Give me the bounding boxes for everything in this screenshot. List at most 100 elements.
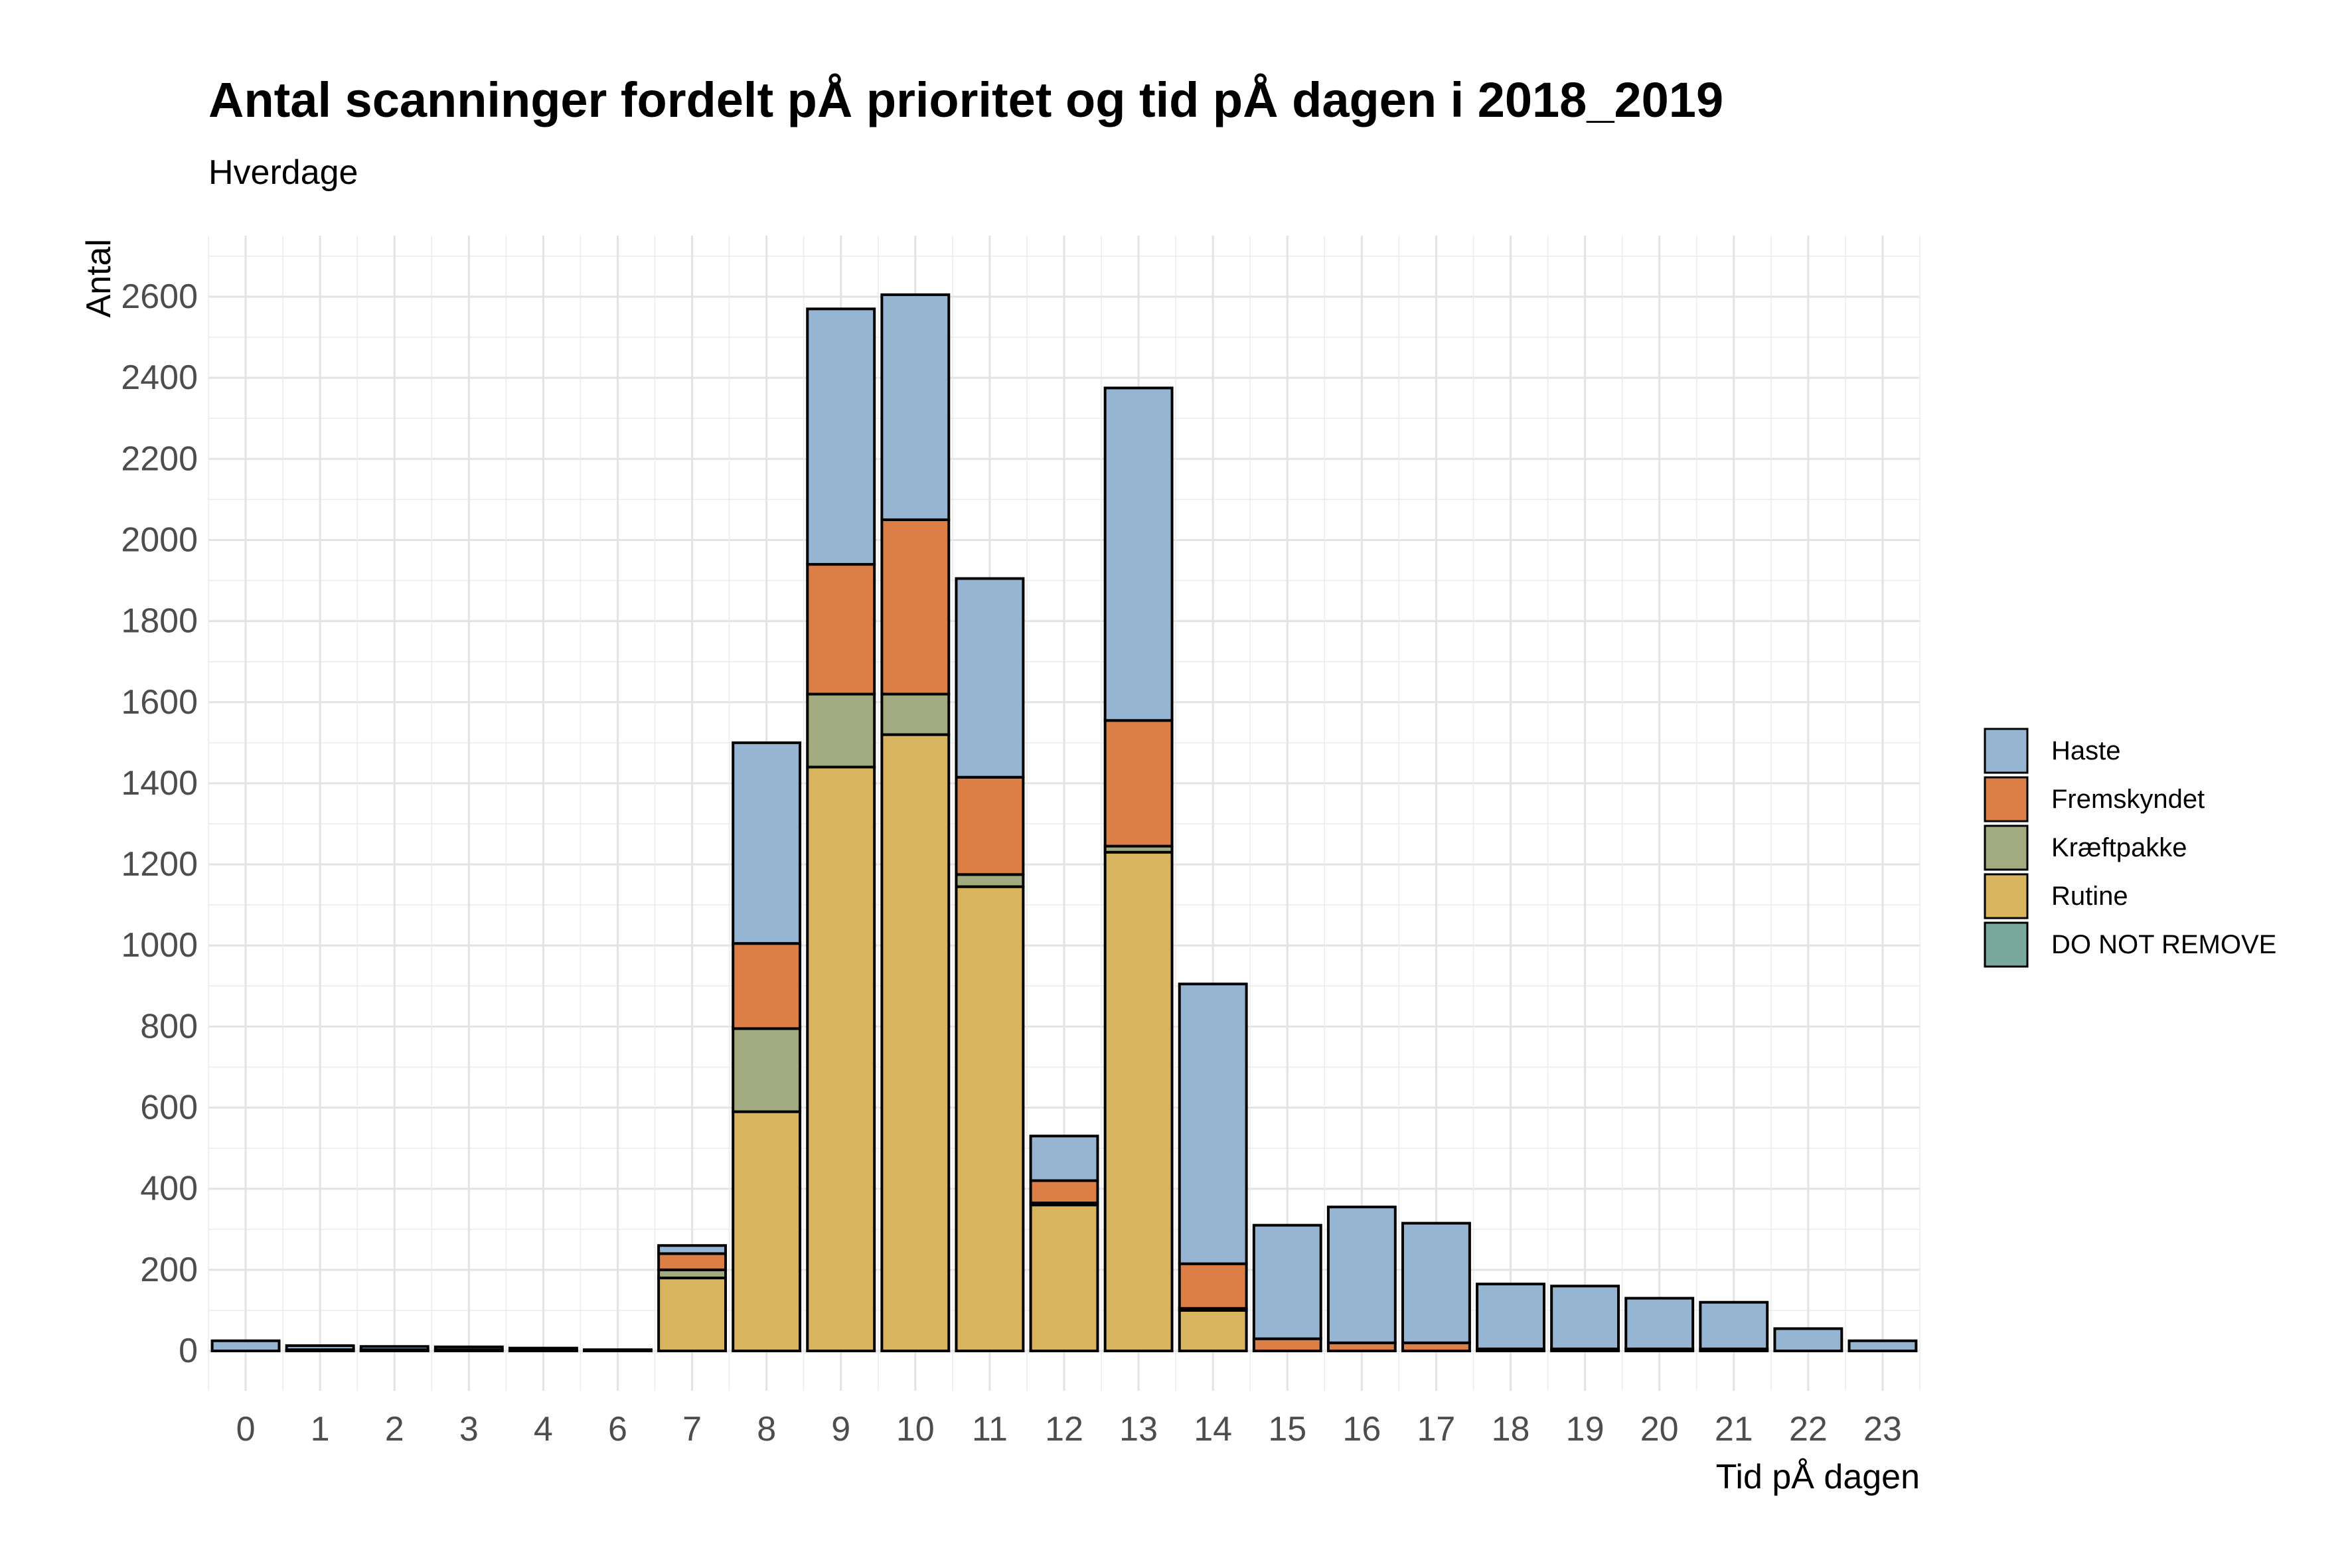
- bar-haste-6: [583, 1348, 653, 1353]
- bar-rutine-13: [1103, 850, 1174, 1353]
- x-tick-label: 7: [682, 1410, 702, 1449]
- bar-fremskyndet-9: [806, 563, 876, 696]
- y-tick-label: 2600: [121, 277, 198, 316]
- legend-label-do-not-remove: DO NOT REMOVE: [2051, 930, 2276, 959]
- bar-haste-23: [1847, 1339, 1918, 1352]
- grid-layer: [208, 236, 1921, 1391]
- bar-fremskyndet-12: [1029, 1179, 1099, 1205]
- axis-layer: 0200400600800100012001400160018002000220…: [80, 239, 1920, 1496]
- bar-fremskyndet-7: [657, 1252, 728, 1271]
- x-tick-label: 16: [1342, 1410, 1381, 1449]
- bar-haste-14: [1178, 982, 1248, 1265]
- bar-haste-22: [1773, 1327, 1843, 1353]
- y-tick-label: 1600: [121, 683, 198, 722]
- y-tick-label: 0: [179, 1332, 198, 1370]
- bar-fremskyndet-15: [1252, 1337, 1322, 1352]
- x-tick-label: 11: [972, 1410, 1008, 1449]
- bar-haste-20: [1624, 1296, 1695, 1350]
- bar-haste-12: [1029, 1135, 1099, 1182]
- x-tick-label: 10: [896, 1410, 935, 1449]
- bar-haste-1: [285, 1344, 355, 1352]
- bar-rutine-14: [1178, 1308, 1248, 1353]
- x-tick-label: 1: [311, 1410, 330, 1449]
- y-tick-label: 200: [140, 1251, 198, 1289]
- bar-fremskyndet-10: [880, 518, 951, 696]
- y-tick-label: 1800: [121, 602, 198, 641]
- bar-haste-18: [1476, 1283, 1545, 1350]
- bar-kr-ftpakke-9: [806, 692, 876, 769]
- x-tick-label: 6: [608, 1410, 627, 1449]
- x-tick-label: 23: [1863, 1410, 1902, 1449]
- legend-key-haste: [1984, 728, 2029, 774]
- bar-kr-ftpakke-10: [880, 692, 951, 736]
- x-tick-label: 19: [1566, 1410, 1605, 1449]
- bar-haste-19: [1550, 1285, 1620, 1350]
- x-tick-label: 2: [385, 1410, 404, 1449]
- bar-haste-8: [732, 741, 802, 945]
- bar-fremskyndet-11: [955, 775, 1025, 876]
- bar-rutine-10: [880, 733, 951, 1352]
- legend-label-rutine: Rutine: [2051, 882, 2128, 911]
- x-tick-label: 3: [459, 1410, 479, 1449]
- bar-rutine-11: [955, 885, 1025, 1352]
- legend-label-fremskyndet: Fremskyndet: [2051, 785, 2205, 814]
- bar-kr-ftpakke-11: [955, 873, 1025, 888]
- bar-haste-13: [1103, 386, 1174, 722]
- bar-haste-21: [1699, 1300, 1769, 1350]
- y-tick-label: 2200: [121, 439, 198, 478]
- bar-fremskyndet-14: [1178, 1262, 1248, 1310]
- bar-haste-0: [210, 1339, 281, 1352]
- y-tick-label: 800: [140, 1007, 198, 1046]
- bar-haste-16: [1326, 1206, 1397, 1344]
- bars-layer: [210, 293, 1918, 1353]
- bar-haste-9: [806, 307, 876, 566]
- bar-rutine-7: [657, 1277, 728, 1352]
- chart-subtitle: Hverdage: [208, 153, 358, 192]
- x-tick-label: 9: [831, 1410, 850, 1449]
- x-tick-label: 20: [1640, 1410, 1679, 1449]
- x-axis-title: Tid pÅ dagen: [1716, 1458, 1920, 1496]
- bar-haste-17: [1401, 1221, 1471, 1344]
- x-tick-label: 17: [1417, 1410, 1456, 1449]
- x-tick-label: 14: [1194, 1410, 1232, 1449]
- x-tick-label: 15: [1268, 1410, 1306, 1449]
- x-tick-label: 21: [1715, 1410, 1753, 1449]
- legend-label-kr-ftpakke: Kræftpakke: [2051, 833, 2187, 862]
- bar-rutine-8: [732, 1110, 802, 1352]
- legend-key-kr-ftpakke: [1984, 824, 2029, 871]
- legend-key-rutine: [1984, 873, 2029, 919]
- y-tick-label: 600: [140, 1089, 198, 1127]
- x-tick-label: 4: [534, 1410, 553, 1449]
- bar-fremskyndet-13: [1103, 719, 1174, 848]
- bar-rutine-9: [806, 765, 876, 1352]
- bar-haste-7: [657, 1244, 728, 1255]
- bar-haste-15: [1252, 1223, 1322, 1340]
- bar-haste-3: [433, 1345, 504, 1352]
- y-tick-label: 2400: [121, 358, 198, 397]
- x-tick-label: 0: [236, 1410, 256, 1449]
- bar-rutine-12: [1029, 1204, 1099, 1352]
- bar-kr-ftpakke-8: [732, 1027, 802, 1113]
- legend-label-haste: Haste: [2051, 736, 2121, 765]
- bar-fremskyndet-8: [732, 942, 802, 1030]
- x-tick-label: 12: [1045, 1410, 1083, 1449]
- legend-key-do-not-remove: [1984, 921, 2029, 968]
- y-tick-label: 1400: [121, 764, 198, 803]
- x-tick-label: 13: [1119, 1410, 1158, 1449]
- y-tick-label: 2000: [121, 520, 198, 559]
- y-tick-label: 400: [140, 1170, 198, 1208]
- bar-haste-11: [955, 577, 1025, 779]
- chart-title: Antal scanninger fordelt pÅ prioritet og…: [208, 72, 1724, 127]
- x-tick-label: 22: [1789, 1410, 1828, 1449]
- y-tick-label: 1000: [121, 926, 198, 965]
- legend-key-fremskyndet: [1984, 776, 2029, 823]
- legend-layer: Haste Fremskyndet Kræftpakke Rutine DO NOT R…: [1984, 728, 2276, 968]
- y-axis-title: Antal: [80, 239, 118, 318]
- bar-haste-2: [359, 1345, 430, 1352]
- x-tick-label: 18: [1492, 1410, 1530, 1449]
- bar-haste-10: [880, 293, 951, 521]
- y-tick-label: 1200: [121, 845, 198, 884]
- x-tick-label: 8: [757, 1410, 776, 1449]
- bar-haste-4: [508, 1346, 578, 1352]
